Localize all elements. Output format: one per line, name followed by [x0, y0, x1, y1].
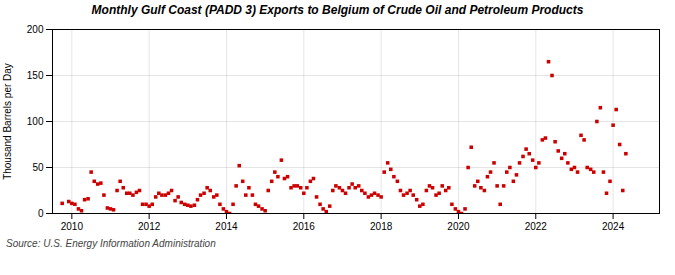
- svg-text:2024: 2024: [602, 221, 625, 232]
- svg-text:0: 0: [38, 208, 44, 219]
- svg-text:2016: 2016: [293, 221, 316, 232]
- svg-text:2010: 2010: [61, 221, 84, 232]
- html-text:Monthly Gulf Coast (PADD 3) Ex: Monthly Gulf Coast (PADD 3) Exports to B…: [91, 3, 584, 17]
- svg-text:100: 100: [27, 116, 44, 127]
- svg-text:200: 200: [27, 24, 44, 35]
- svg-text:2012: 2012: [138, 221, 161, 232]
- html-text:Source: U.S. Energy Informatio: Source: U.S. Energy Information Administ…: [6, 238, 216, 249]
- svg-text:Thousand Barrels per Day: Thousand Barrels per Day: [2, 63, 13, 180]
- svg-text:50: 50: [32, 162, 44, 173]
- svg-text:2018: 2018: [370, 221, 393, 232]
- svg-text:2020: 2020: [447, 221, 470, 232]
- svg-text:2022: 2022: [525, 221, 548, 232]
- svg-text:150: 150: [27, 70, 44, 81]
- svg-text:2014: 2014: [215, 221, 238, 232]
